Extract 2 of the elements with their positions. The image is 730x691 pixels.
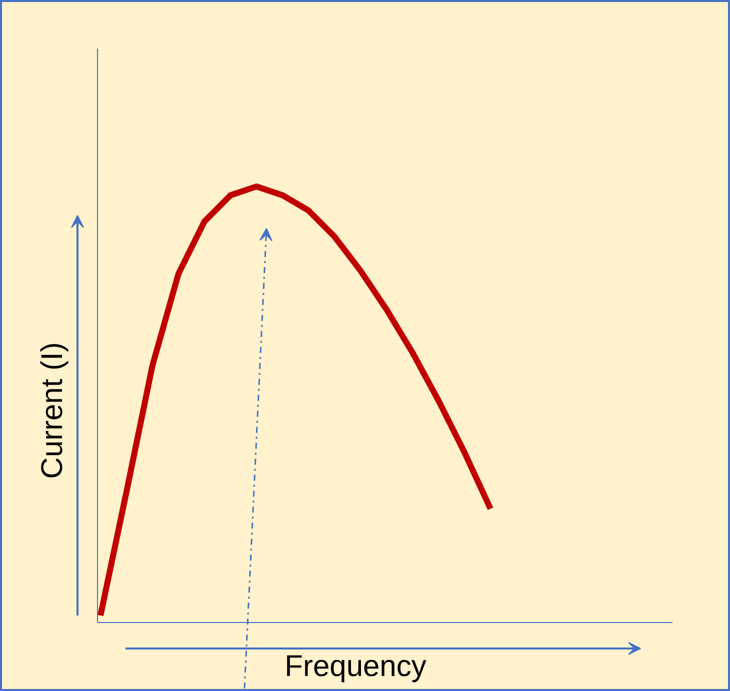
y-axis-title: Current (I) — [36, 342, 69, 479]
x-axis-title: Frequency — [284, 650, 426, 683]
